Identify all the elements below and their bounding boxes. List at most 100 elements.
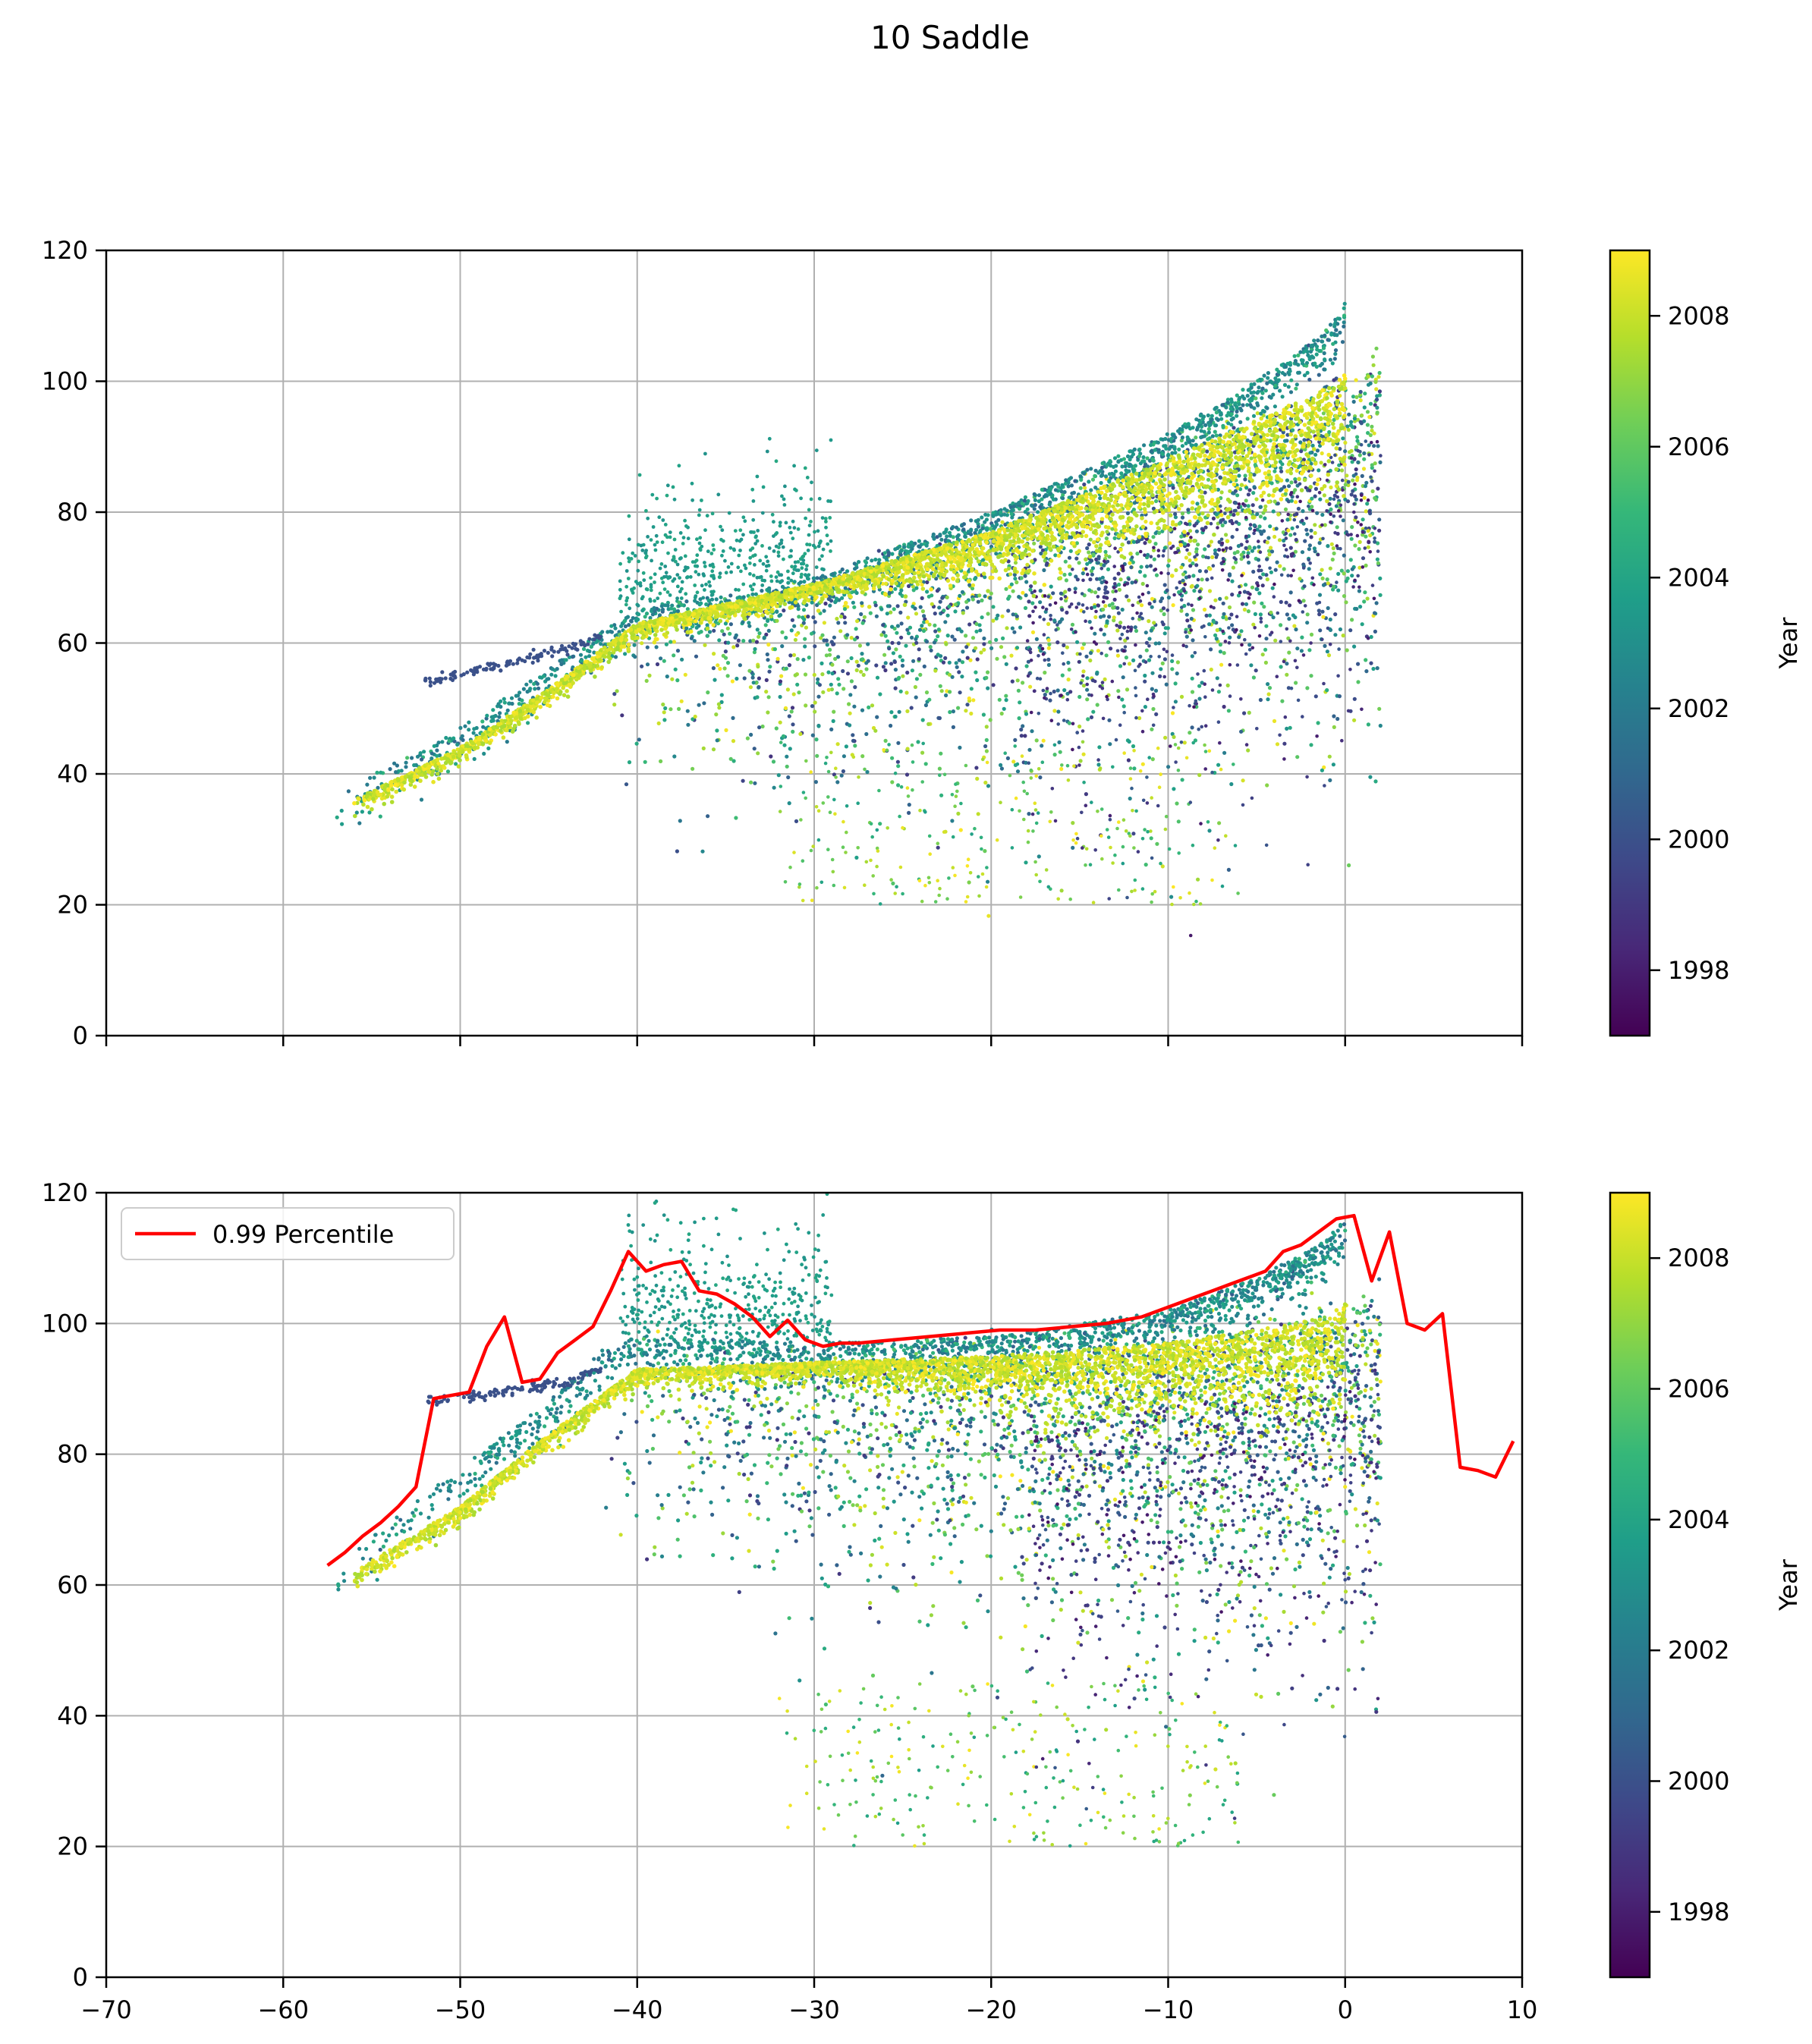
scatter-point <box>1032 541 1037 546</box>
scatter-point <box>1144 660 1148 664</box>
scatter-point <box>1216 838 1220 842</box>
scatter-point <box>753 592 759 596</box>
scatter-point <box>1137 665 1140 668</box>
scatter-point <box>952 637 957 642</box>
scatter-point <box>1241 778 1245 783</box>
scatter-point <box>875 828 879 832</box>
scatter-point <box>797 615 801 619</box>
scatter-point <box>1264 843 1269 847</box>
scatter-point <box>1286 499 1291 504</box>
scatter-point <box>1314 364 1319 369</box>
scatter-point <box>1339 468 1345 473</box>
scatter-point <box>1220 884 1225 888</box>
scatter-point <box>659 562 664 566</box>
scatter-point <box>1203 682 1206 686</box>
scatter-point <box>1286 574 1290 577</box>
scatter-point <box>968 658 973 662</box>
scatter-point <box>1055 640 1060 645</box>
scatter-point <box>749 780 753 785</box>
scatter-point <box>1353 482 1357 486</box>
scatter-point <box>789 549 793 553</box>
scatter-point <box>719 693 724 697</box>
scatter-point <box>845 633 850 637</box>
scatter-point <box>1083 486 1087 490</box>
scatter-point <box>1025 501 1030 505</box>
scatter-point <box>1235 486 1240 491</box>
scatter-point <box>1012 572 1017 577</box>
scatter-point <box>792 526 797 530</box>
scatter-point <box>1349 536 1354 541</box>
scatter-point <box>1125 581 1130 586</box>
scatter-point <box>502 700 507 705</box>
scatter-point <box>1176 819 1181 824</box>
scatter-point <box>1237 502 1241 506</box>
scatter-point <box>1095 703 1099 707</box>
scatter-point <box>780 630 785 634</box>
scatter-point <box>1361 556 1366 561</box>
scatter-point <box>795 682 800 687</box>
scatter-point <box>1160 529 1165 533</box>
scatter-point <box>809 770 813 774</box>
scatter-point <box>1266 493 1271 498</box>
scatter-point <box>1342 594 1347 599</box>
scatter-point <box>988 718 993 722</box>
scatter-point <box>753 646 757 652</box>
scatter-point <box>1103 604 1108 608</box>
scatter-point <box>735 643 740 648</box>
scatter-point <box>954 794 958 798</box>
scatter-point <box>828 516 832 520</box>
scatter-point <box>859 669 864 674</box>
scatter-point <box>1200 625 1204 629</box>
scatter-point <box>1338 447 1342 451</box>
scatter-point <box>927 834 932 838</box>
scatter-point <box>618 594 623 599</box>
scatter-point <box>1222 750 1227 755</box>
scatter-point <box>1181 572 1186 577</box>
scatter-point <box>911 659 916 663</box>
scatter-point <box>1116 460 1121 464</box>
scatter-point <box>856 663 860 668</box>
scatter-point <box>1092 640 1096 644</box>
scatter-point <box>927 622 932 627</box>
scatter-point <box>639 543 643 548</box>
scatter-point <box>1167 847 1172 851</box>
scatter-point <box>969 687 974 691</box>
scatter-point <box>974 646 978 650</box>
scatter-point <box>1236 891 1240 895</box>
scatter-point <box>920 624 924 628</box>
scatter-point <box>953 602 958 607</box>
scatter-point <box>1354 467 1358 472</box>
scatter-point <box>781 734 786 739</box>
scatter-point <box>812 579 816 583</box>
scatter-point <box>1309 461 1313 466</box>
scatter-point <box>967 583 972 587</box>
scatter-point <box>1321 346 1326 351</box>
scatter-point <box>1200 511 1205 516</box>
scatter-point <box>1162 583 1167 587</box>
scatter-point <box>685 709 690 713</box>
scatter-point <box>833 656 838 662</box>
scatter-point <box>965 605 970 610</box>
scatter-point <box>1162 631 1167 636</box>
scatter-point <box>1364 526 1368 530</box>
scatter-point <box>1115 605 1120 610</box>
scatter-point <box>1257 545 1261 549</box>
scatter-point <box>1200 681 1204 685</box>
scatter-point <box>1021 724 1025 728</box>
scatter-point <box>1165 649 1169 654</box>
scatter-point <box>703 564 707 568</box>
scatter-point <box>1267 552 1272 557</box>
scatter-point <box>1078 759 1083 763</box>
scatter-point <box>1026 659 1030 664</box>
scatter-point <box>1125 511 1130 516</box>
scatter-point <box>1067 721 1071 725</box>
scatter-point <box>1191 561 1195 566</box>
scatter-point <box>1112 576 1117 581</box>
scatter-point <box>779 573 784 577</box>
scatter-point <box>505 740 509 744</box>
scatter-point <box>911 760 915 764</box>
scatter-point <box>1044 868 1049 872</box>
scatter-point <box>1269 546 1273 550</box>
scatter-point <box>948 690 952 694</box>
scatter-point <box>1350 567 1354 571</box>
